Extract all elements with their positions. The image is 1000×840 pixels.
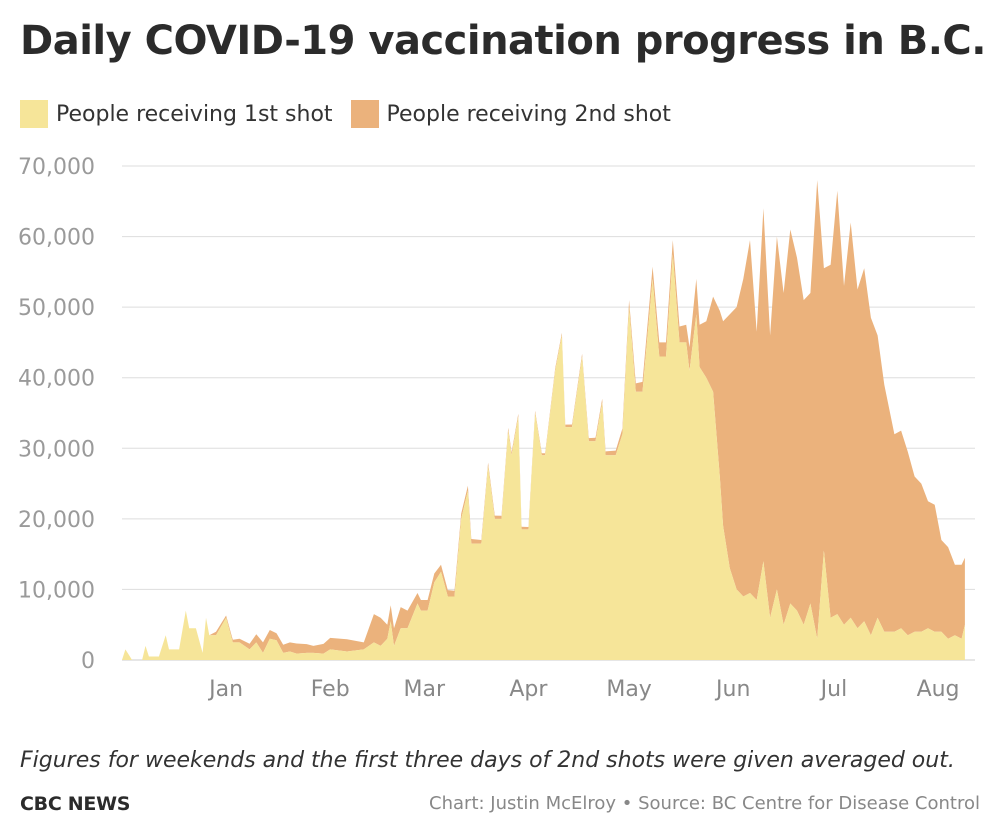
area-second-shot xyxy=(122,180,965,660)
legend-label-second-shot: People receiving 2nd shot xyxy=(386,101,671,127)
legend-swatch-first-shot xyxy=(20,100,48,128)
x-tick-label: May xyxy=(606,677,651,702)
area-first-shot xyxy=(122,254,965,660)
y-tick-label: 10,000 xyxy=(18,578,95,603)
y-tick-label: 20,000 xyxy=(18,508,95,533)
y-tick-label: 30,000 xyxy=(18,437,95,462)
legend: People receiving 1st shot People receivi… xyxy=(20,98,689,130)
legend-label-first-shot: People receiving 1st shot xyxy=(56,101,333,127)
chart-title: Daily COVID-19 vaccination progress in B… xyxy=(20,18,986,64)
x-tick-label: Jun xyxy=(714,677,750,702)
y-tick-label: 50,000 xyxy=(18,296,95,321)
legend-swatch-second-shot xyxy=(350,100,379,128)
x-tick-label: Jan xyxy=(207,677,243,702)
y-tick-label: 40,000 xyxy=(18,367,95,392)
chart-plot: 0 10,000 20,000 30,000 40,000 50,000 60,000 70,… xyxy=(18,155,975,702)
y-tick-label: 0 xyxy=(81,649,95,674)
x-tick-label: Feb xyxy=(311,677,350,702)
y-tick-label: 70,000 xyxy=(18,155,95,180)
x-tick-label: Mar xyxy=(403,677,445,702)
chart-credit: Chart: Justin McElroy • Source: BC Centr… xyxy=(429,793,980,814)
brand-logo-text: CBC NEWS xyxy=(20,793,131,815)
y-tick-label: 60,000 xyxy=(18,226,95,251)
x-tick-label: Jul xyxy=(819,677,848,702)
legend-item-first-shot: People receiving 1st shot xyxy=(20,100,333,128)
x-tick-label: Apr xyxy=(509,677,548,702)
x-tick-label: Aug xyxy=(917,677,960,702)
legend-item-second-shot: People receiving 2nd shot xyxy=(350,100,671,128)
chart-footnote: Figures for weekends and the first three… xyxy=(20,748,955,773)
